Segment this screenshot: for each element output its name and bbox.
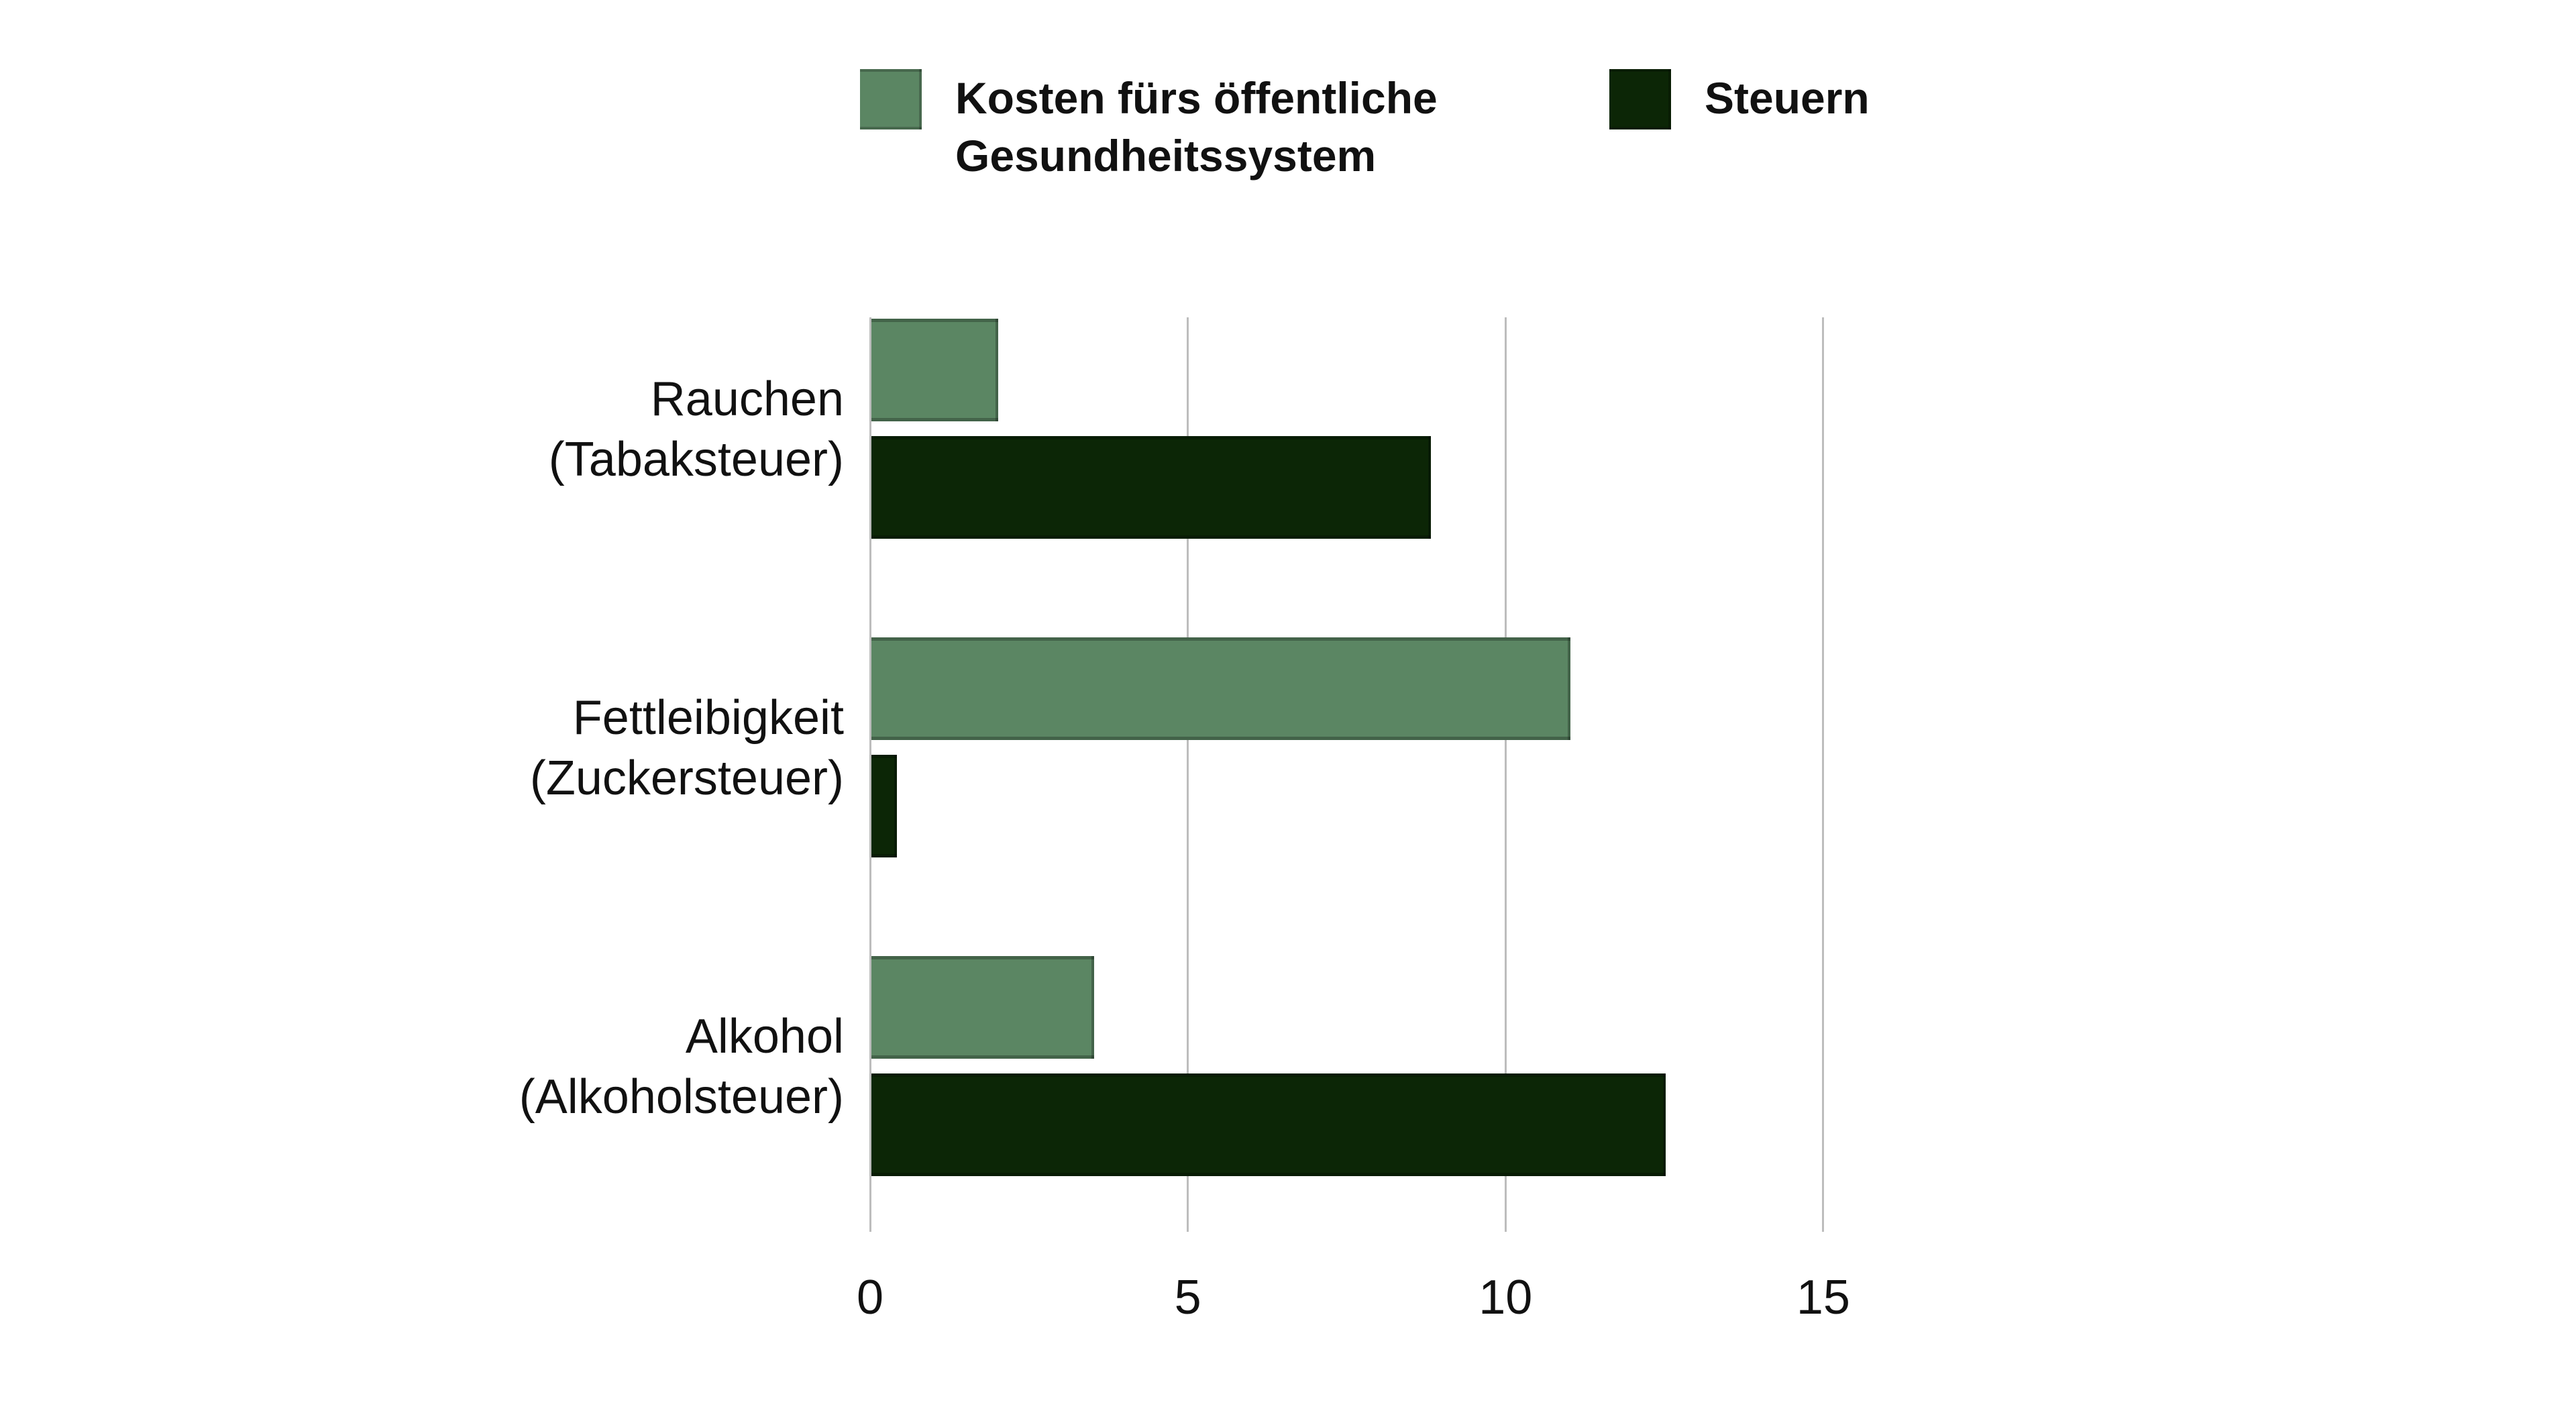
x-tick-label-10: 10 <box>1479 1271 1533 1324</box>
legend-item-kosten: Kosten fürs öffentliche Gesundheitssyste… <box>860 69 1438 185</box>
category-label-line: Fettleibigkeit <box>572 691 844 745</box>
category-label-line: Rauchen <box>650 372 844 426</box>
bar-steuern-2 <box>871 755 897 857</box>
bar-kosten-3 <box>871 956 1094 1059</box>
gridline-x-15 <box>1822 317 1825 1232</box>
bar-kosten-1 <box>871 319 998 421</box>
category-label-line: Alkohol <box>685 1010 844 1063</box>
bar-kosten-2 <box>871 637 1570 740</box>
gridline-x-0 <box>869 317 871 1232</box>
legend-label-kosten-line2: Gesundheitssystem <box>955 131 1377 180</box>
gridline-x-10 <box>1504 317 1507 1232</box>
bar-steuern-1 <box>871 436 1431 539</box>
legend-label-steuern-line1: Steuern <box>1705 73 1870 123</box>
legend-label-kosten-line1: Kosten fürs öffentliche <box>955 73 1438 123</box>
category-label-line: (Alkoholsteuer) <box>519 1070 844 1124</box>
legend-label-steuern: Steuern <box>1705 69 1870 127</box>
bar-steuern-3 <box>871 1073 1666 1176</box>
category-label-2: Fettleibigkeit (Zuckersteuer) <box>530 688 844 808</box>
legend-item-steuern: Steuern <box>1609 69 1870 129</box>
legend-swatch-steuern <box>1609 69 1671 129</box>
x-tick-label-5: 5 <box>1174 1271 1201 1324</box>
x-tick-label-0: 0 <box>856 1271 884 1324</box>
category-label-1: Rauchen (Tabaksteuer) <box>549 369 844 490</box>
category-label-line: (Tabaksteuer) <box>548 433 844 486</box>
legend-label-kosten: Kosten fürs öffentliche Gesundheitssyste… <box>955 69 1438 185</box>
gridline-x-5 <box>1187 317 1189 1232</box>
category-label-3: Alkohol (Alkoholsteuer) <box>519 1006 844 1127</box>
x-tick-label-15: 15 <box>1796 1271 1850 1324</box>
category-label-line: (Zuckersteuer) <box>529 751 844 805</box>
legend-swatch-kosten <box>860 69 922 129</box>
